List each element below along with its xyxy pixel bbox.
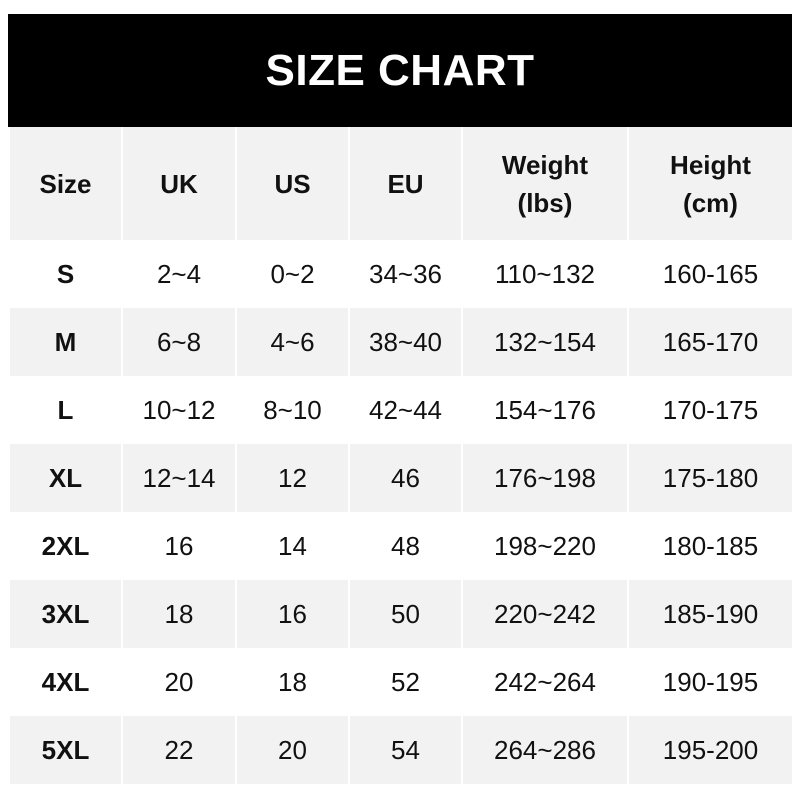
value-cell: 198~220 <box>461 512 629 580</box>
size-table: Size UK US EU Weight (lbs) Height (cm) S 2~4 0~… <box>8 127 794 784</box>
value-cell: 6~8 <box>121 308 237 376</box>
value-cell: 165-170 <box>627 308 794 376</box>
value-cell: 16 <box>121 512 237 580</box>
table-row: 5XL 22 20 54 264~286 195-200 <box>8 716 794 784</box>
value-cell: 34~36 <box>348 240 463 308</box>
value-cell: 2~4 <box>121 240 237 308</box>
value-cell: 160-165 <box>627 240 794 308</box>
table-row: XL 12~14 12 46 176~198 175-180 <box>8 444 794 512</box>
value-cell: 242~264 <box>461 648 629 716</box>
column-header: Size <box>8 127 123 240</box>
table-body: S 2~4 0~2 34~36 110~132 160-165 M 6~8 4~6 38~40 13… <box>8 240 794 784</box>
table-row: 2XL 16 14 48 198~220 180-185 <box>8 512 794 580</box>
column-header: US <box>235 127 350 240</box>
title: SIZE CHART <box>8 14 792 127</box>
column-header: Height (cm) <box>627 127 794 240</box>
value-cell: 264~286 <box>461 716 629 784</box>
value-cell: 20 <box>235 716 350 784</box>
value-cell: 8~10 <box>235 376 350 444</box>
value-cell: 4~6 <box>235 308 350 376</box>
table-row: L 10~12 8~10 42~44 154~176 170-175 <box>8 376 794 444</box>
value-cell: 14 <box>235 512 350 580</box>
value-cell: 195-200 <box>627 716 794 784</box>
value-cell: 46 <box>348 444 463 512</box>
value-cell: 176~198 <box>461 444 629 512</box>
value-cell: 50 <box>348 580 463 648</box>
column-header: UK <box>121 127 237 240</box>
value-cell: 22 <box>121 716 237 784</box>
value-cell: 170-175 <box>627 376 794 444</box>
value-cell: 190-195 <box>627 648 794 716</box>
size-cell: 4XL <box>8 648 123 716</box>
table-row: 4XL 20 18 52 242~264 190-195 <box>8 648 794 716</box>
value-cell: 16 <box>235 580 350 648</box>
value-cell: 42~44 <box>348 376 463 444</box>
value-cell: 18 <box>235 648 350 716</box>
table-row: 3XL 18 16 50 220~242 185-190 <box>8 580 794 648</box>
size-chart: SIZE CHART Size UK US EU Weight (lbs) Height … <box>8 14 794 784</box>
size-cell: 3XL <box>8 580 123 648</box>
size-cell: XL <box>8 444 123 512</box>
column-header: EU <box>348 127 463 240</box>
value-cell: 175-180 <box>627 444 794 512</box>
value-cell: 54 <box>348 716 463 784</box>
value-cell: 52 <box>348 648 463 716</box>
value-cell: 185-190 <box>627 580 794 648</box>
table-row: S 2~4 0~2 34~36 110~132 160-165 <box>8 240 794 308</box>
value-cell: 132~154 <box>461 308 629 376</box>
size-cell: 5XL <box>8 716 123 784</box>
value-cell: 48 <box>348 512 463 580</box>
value-cell: 0~2 <box>235 240 350 308</box>
size-cell: L <box>8 376 123 444</box>
size-cell: 2XL <box>8 512 123 580</box>
column-header: Weight (lbs) <box>461 127 629 240</box>
value-cell: 154~176 <box>461 376 629 444</box>
size-cell: M <box>8 308 123 376</box>
value-cell: 12 <box>235 444 350 512</box>
value-cell: 12~14 <box>121 444 237 512</box>
value-cell: 10~12 <box>121 376 237 444</box>
value-cell: 18 <box>121 580 237 648</box>
value-cell: 220~242 <box>461 580 629 648</box>
value-cell: 20 <box>121 648 237 716</box>
value-cell: 110~132 <box>461 240 629 308</box>
table-row: M 6~8 4~6 38~40 132~154 165-170 <box>8 308 794 376</box>
header-row: Size UK US EU Weight (lbs) Height (cm) <box>8 127 794 240</box>
value-cell: 38~40 <box>348 308 463 376</box>
size-cell: S <box>8 240 123 308</box>
value-cell: 180-185 <box>627 512 794 580</box>
